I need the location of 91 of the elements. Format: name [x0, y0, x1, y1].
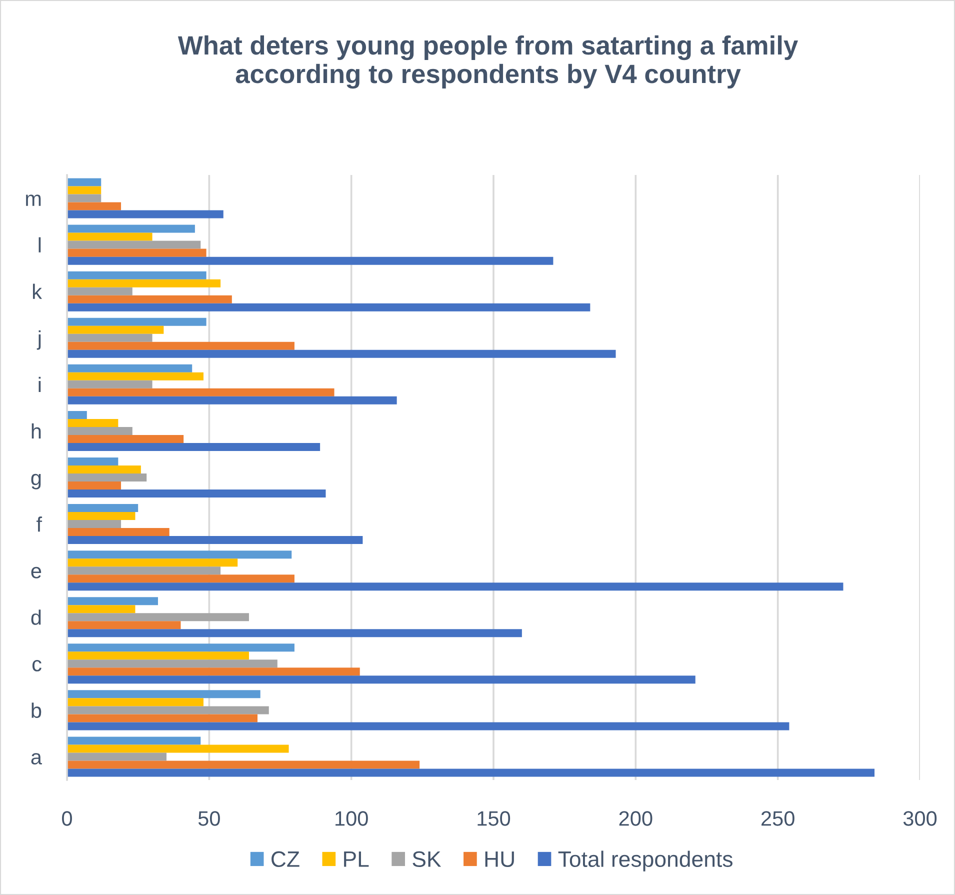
bar: [67, 364, 192, 372]
bar: [67, 334, 152, 342]
bar: [67, 434, 184, 443]
bar: [67, 474, 147, 482]
bar: [67, 410, 87, 419]
bar: [67, 232, 152, 241]
bar: [67, 736, 201, 745]
y-tick-label: a: [31, 753, 42, 764]
bar: [67, 536, 363, 544]
y-tick-label: j: [36, 330, 41, 350]
bar: [67, 442, 320, 451]
bar: [67, 676, 696, 684]
bar: [67, 605, 136, 614]
x-tick-label: 150: [478, 811, 510, 826]
bar: [67, 722, 790, 730]
y-tick-label: i: [38, 376, 41, 392]
y-tick-label: d: [31, 610, 41, 625]
bar: [67, 318, 206, 326]
bar: [67, 457, 118, 466]
bar: [67, 240, 201, 249]
bar: [67, 350, 616, 358]
x-tick-label: 250: [762, 811, 794, 826]
y-tick-label: h: [32, 423, 41, 439]
bar: [67, 186, 102, 194]
x-tick-label: 0: [62, 811, 72, 826]
legend-label: PL: [344, 852, 369, 867]
bar: [67, 550, 292, 559]
bar: [67, 574, 294, 583]
y-tick-label: m: [26, 194, 41, 206]
legend-label: SK: [412, 851, 442, 868]
x-tick-label: 300: [903, 811, 937, 826]
bar: [67, 760, 420, 769]
bar: [67, 224, 195, 233]
bar: [67, 418, 118, 427]
bar: [67, 279, 221, 288]
y-tick-label: l: [38, 237, 41, 252]
bar: [67, 295, 232, 304]
bar: [67, 504, 138, 512]
y-tick-label: b: [32, 702, 42, 718]
bar: [67, 210, 224, 218]
bar: [67, 744, 289, 753]
bar: [67, 490, 326, 498]
bar: [67, 287, 132, 296]
bar: [67, 613, 249, 622]
bar: [67, 652, 249, 660]
bar: [67, 520, 122, 528]
bar: [67, 660, 278, 668]
bar: [67, 380, 152, 388]
bar: [67, 566, 221, 575]
bar: [67, 202, 122, 210]
bar: [67, 396, 397, 404]
bar: [67, 629, 522, 638]
legend-label: Total respondents: [558, 850, 732, 872]
bar: [67, 752, 167, 761]
bar: [67, 558, 238, 567]
x-tick-label: 200: [619, 811, 652, 826]
bar: [67, 597, 158, 606]
bar: [67, 194, 102, 202]
bar: [67, 714, 258, 722]
y-tick-label: k: [32, 284, 42, 299]
x-tick-label: 100: [336, 811, 368, 826]
bar: [67, 528, 170, 536]
y-tick-label: c: [32, 660, 42, 672]
bar: [67, 644, 294, 652]
y-tick-label: f: [36, 516, 42, 532]
bar: [67, 256, 554, 265]
bar: [67, 582, 844, 591]
bar: [67, 372, 204, 380]
bar: [67, 690, 260, 698]
x-tick-label: 50: [198, 811, 220, 826]
bar: [67, 768, 875, 777]
legend-label: CZ: [272, 851, 300, 868]
bar: [67, 512, 136, 520]
bar: [67, 621, 181, 630]
bar: [67, 668, 360, 676]
chart-title: What deters young people from satarting a family according to respondents by V4 country: [178, 35, 798, 89]
y-tick-label: e: [31, 566, 42, 578]
bar: [67, 326, 164, 334]
bar: [67, 426, 132, 435]
bar: [67, 303, 590, 312]
y-tick-label: g: [31, 474, 41, 490]
bar: [67, 271, 206, 280]
bar: [67, 178, 102, 186]
bar: [67, 388, 334, 396]
bar: [67, 482, 122, 490]
legend-label: HU: [485, 852, 514, 868]
bar: [67, 342, 294, 350]
bar: [67, 706, 269, 714]
bar: [67, 465, 141, 474]
bar: [67, 248, 206, 257]
bar: [67, 698, 204, 706]
